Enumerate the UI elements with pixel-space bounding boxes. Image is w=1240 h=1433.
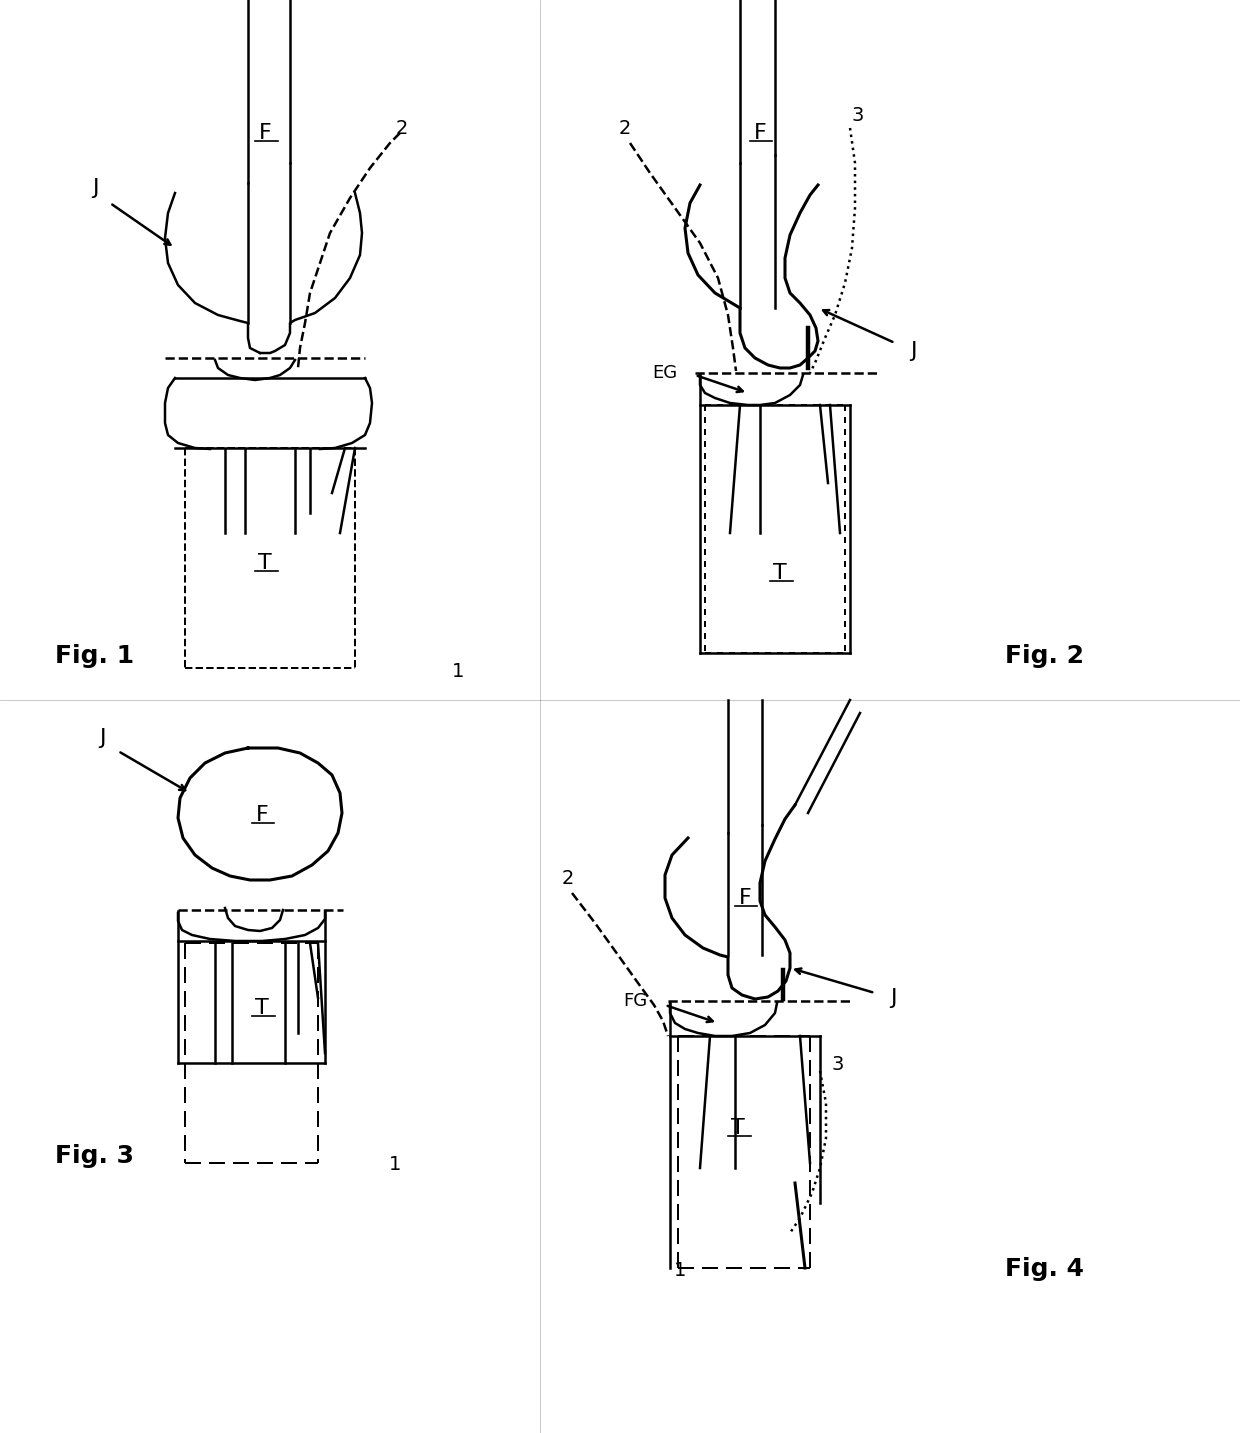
Text: T: T bbox=[773, 563, 787, 583]
Text: F: F bbox=[259, 123, 272, 143]
Text: F: F bbox=[739, 888, 751, 909]
Text: 1: 1 bbox=[389, 1155, 402, 1175]
Text: 3: 3 bbox=[832, 1056, 844, 1075]
Text: Fig. 2: Fig. 2 bbox=[1004, 643, 1084, 668]
Text: J: J bbox=[890, 987, 897, 1007]
Text: FG: FG bbox=[622, 992, 647, 1010]
Text: 3: 3 bbox=[852, 106, 864, 125]
Text: T: T bbox=[255, 997, 269, 1017]
Text: T: T bbox=[258, 553, 272, 573]
Text: J: J bbox=[910, 341, 916, 361]
Text: J: J bbox=[99, 728, 105, 748]
Text: 2: 2 bbox=[619, 119, 631, 138]
Text: EG: EG bbox=[652, 364, 677, 383]
Text: 2: 2 bbox=[396, 119, 408, 138]
Text: Fig. 3: Fig. 3 bbox=[55, 1144, 134, 1168]
Text: 1: 1 bbox=[673, 1261, 686, 1281]
Text: Fig. 1: Fig. 1 bbox=[55, 643, 134, 668]
Text: 2: 2 bbox=[562, 868, 574, 887]
Text: J: J bbox=[92, 178, 98, 198]
Text: F: F bbox=[255, 805, 268, 825]
Text: F: F bbox=[754, 123, 766, 143]
Text: Fig. 4: Fig. 4 bbox=[1004, 1257, 1084, 1281]
Text: T: T bbox=[732, 1118, 745, 1138]
Text: 1: 1 bbox=[451, 662, 464, 681]
